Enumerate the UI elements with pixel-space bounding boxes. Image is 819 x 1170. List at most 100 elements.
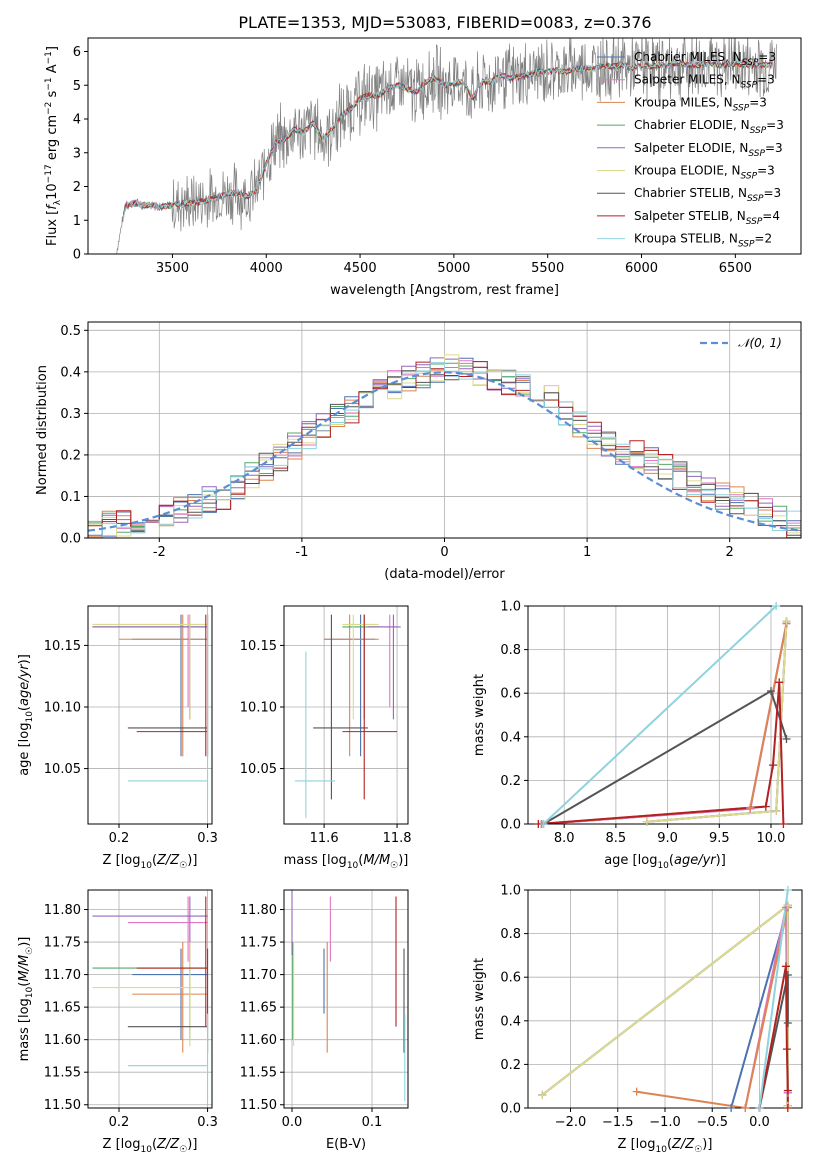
x-axis-label: age [log10​(age/yr)] [604,853,726,871]
y-axis-label: mass weight [472,674,487,756]
y-tick-label: 1.0 [500,884,521,899]
x-tick-label: 4000 [250,261,283,276]
label-part: SSP [748,149,765,159]
label-part: Z [log [103,853,141,868]
label-part: =3 [757,73,775,87]
y-tick-label: 11.55 [44,1066,81,1081]
label-part: =3 [764,186,782,200]
label-part: )] [17,654,32,664]
axes-frame [283,605,409,825]
x-tick-label: 6000 [625,261,658,276]
y-tick-label: 10.05 [240,762,277,777]
axes-frame [527,605,803,825]
legend-label: Salpeter STELIB, NSSP​=4 [634,209,780,227]
y-tick-label: 2 [73,180,81,195]
label-part: ] [45,46,60,51]
label-part: Chabrier MILES, N [634,50,742,64]
label-part: Kroupa ELODIE, N [634,164,741,178]
y-tick-label: 11.65 [44,1001,81,1016]
legend-label: Kroupa MILES, NSSP​=3 [634,95,767,113]
label-part: Z/Z [156,1137,180,1152]
y-tick-label: 0.8 [500,643,521,658]
label-part: =3 [758,50,776,64]
weight-marker [783,886,792,894]
y-tick-label: 0.2 [500,1058,521,1073]
label-part: )] [187,853,197,868]
label-part: ( [669,853,674,868]
weight-marker [769,761,778,770]
weight-marker [783,901,792,910]
y-tick-label: 0.6 [500,971,521,986]
label-part: A [45,64,60,77]
weight-marker [539,820,548,828]
y-tick-label: 11.80 [240,903,277,918]
label-part: ( [17,706,32,711]
y-tick-label: 11.65 [240,1001,277,1016]
label-part: Kroupa STELIB, N [634,232,738,246]
label-part: mass [log [284,853,347,868]
y-tick-label: 11.70 [240,968,277,983]
x-tick-label: 0.3 [197,831,218,846]
x-tick-label: 2 [726,545,734,560]
x-axis-label: mass [log10​(M/M☉​)] [284,853,409,871]
y-axis-label: Flux [fλ​10−17​ erg cm−2​ s−1​ A−1​] [44,46,63,246]
weight-marker [783,971,792,980]
label-part: ( [152,853,157,868]
label-part: ( [358,853,363,868]
histogram-kroupa-stelib [88,362,801,538]
x-tick-label: 8.5 [606,831,627,846]
label-part: Z/Z [671,1137,695,1152]
weight-marker [741,1104,750,1112]
x-tick-label: 0.1 [362,1115,383,1130]
label-part: 10 [25,986,35,998]
label-part: ☉ [694,1145,702,1155]
label-part: age/yr [674,853,717,868]
x-tick-label: 9.0 [657,831,678,846]
label-part: −2 [44,102,54,115]
x-tick-label: 3500 [156,261,189,276]
x-tick-label: 0.3 [197,1115,218,1130]
chart-mass_vs_Z: 0.2 0.3 11.50 11.55 11.60 11.65 11.70 11.75 11.8… [17,889,218,1155]
label-part: −1 [44,77,54,90]
chart-age_vs_mass: 11.6 11.8 10.05 10.10 10.15 mass [log10​(M/M☉… [240,605,412,871]
label-part: age [log [604,853,657,868]
y-tick-label: 10.05 [44,762,81,777]
chart-residuals: -2 -1 0 1 2 0.0 0.1 0.2 0.3 0.4 0.5 𝒩(0, 1) (data-mo… [35,321,802,582]
plot-area [88,354,801,538]
axes-frame [87,605,213,825]
legend-label: Salpeter ELODIE, NSSP​=3 [634,141,783,159]
legend-label: Salpeter MILES, NSSP​=3 [634,73,775,91]
figure-title: PLATE=1353, MJD=53083, FIBERID=0083, z=0… [238,13,651,32]
x-axis-label: Z [log10​(Z/Z☉​)] [618,1137,713,1155]
weight-line [758,890,789,1108]
weight-marker [783,1086,792,1095]
chart-spectrum: 3500 4000 4500 5000 5500 6000 6500 0 1 2 3 4 5 6 wavel… [44,37,802,298]
x-tick-label: 9.5 [709,831,730,846]
x-tick-label: 6500 [719,261,752,276]
label-part: =3 [749,95,767,109]
x-tick-label: 0.0 [282,1115,303,1130]
legend-label: 𝒩(0, 1) [738,336,782,350]
plot-area [294,614,401,818]
weight-line [542,606,777,824]
plot-area [92,614,209,800]
label-part: M/M [17,955,32,982]
label-part: Kroupa MILES, N [634,95,733,109]
y-tick-label: 3 [73,146,81,161]
weight-marker [746,803,755,812]
label-part: SSP [742,58,759,68]
label-part: SSP [747,194,764,204]
label-part: SSP [746,217,763,227]
label-part: 10 [655,1145,667,1155]
label-part: =2 [754,232,772,246]
label-part: =3 [766,118,784,132]
weight-marker [781,962,790,971]
label-part: ( [152,1137,157,1152]
weight-marker [779,820,788,828]
label-part: f [45,203,60,210]
label-part: λ [53,199,63,205]
x-tick-label: 8.0 [554,831,575,846]
axes-frame [87,889,213,1109]
label-part: 10 [45,183,60,200]
x-axis-label: (data-model)/error [384,567,505,582]
